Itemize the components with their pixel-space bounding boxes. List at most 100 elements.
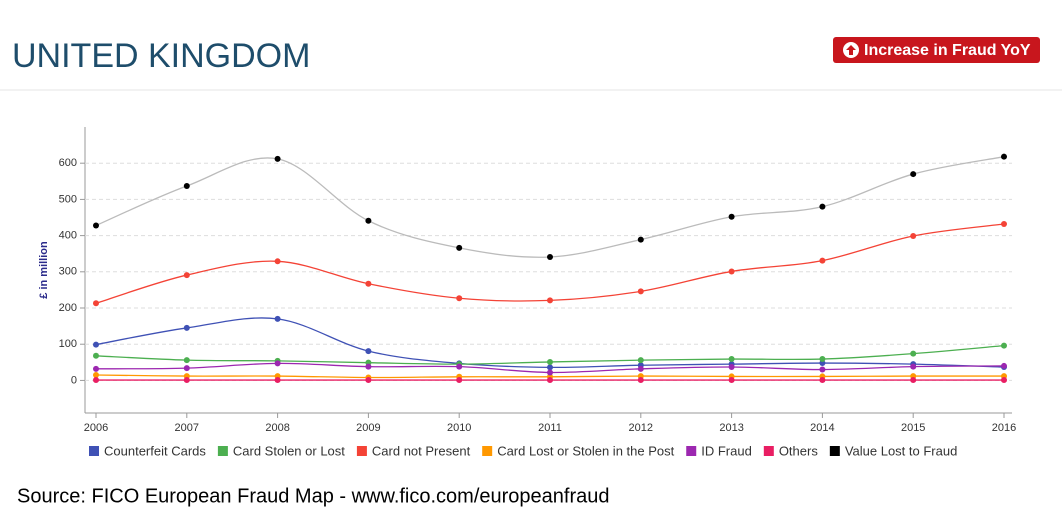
x-tick-label: 2012 [629, 422, 653, 434]
y-tick-label: 0 [71, 374, 77, 386]
data-point [274, 360, 281, 367]
data-point [910, 171, 917, 178]
legend-label: Card Stolen or Lost [233, 443, 345, 458]
x-tick-label: 2014 [810, 422, 834, 434]
legend-swatch [686, 446, 697, 456]
y-axis-label: £ in million [38, 241, 50, 299]
data-point [365, 348, 372, 355]
data-point [274, 315, 281, 322]
data-point [456, 244, 463, 251]
data-point [365, 280, 372, 287]
data-point [547, 253, 553, 260]
data-point [365, 363, 372, 370]
y-tick-label: 400 [59, 230, 77, 242]
data-point [93, 352, 99, 359]
data-point [183, 272, 190, 279]
data-point [93, 377, 99, 384]
data-point [1001, 362, 1007, 369]
data-point [183, 357, 190, 364]
source-note: Source: FICO European Fraud Map - www.fi… [17, 485, 610, 507]
button-icon-arrow[interactable] [846, 45, 856, 55]
data-point [456, 363, 463, 370]
data-point [365, 217, 372, 224]
x-tick-label: 2010 [447, 422, 471, 434]
data-point [910, 232, 917, 239]
legend-label: Card not Present [372, 443, 471, 458]
legend-label: ID Fraud [701, 443, 752, 458]
data-point [1001, 342, 1007, 349]
data-point [728, 268, 735, 275]
data-point [365, 377, 372, 384]
legend-swatch [217, 446, 228, 456]
data-point [637, 288, 644, 295]
x-tick-label: 2013 [719, 422, 743, 434]
data-point [819, 356, 826, 363]
data-point [637, 365, 644, 372]
legend-swatch [89, 446, 99, 456]
data-point [93, 365, 99, 372]
data-point [728, 377, 735, 384]
data-point [728, 213, 735, 220]
data-point [728, 356, 735, 363]
legend-label: Value Lost to Fraud [845, 443, 958, 458]
data-point [547, 377, 553, 384]
data-point [910, 363, 917, 370]
x-tick-label: 2008 [265, 422, 289, 434]
y-tick-label: 500 [59, 193, 77, 205]
data-point [819, 366, 826, 373]
data-point [1001, 377, 1007, 384]
page-title: UNITED KINGDOM [12, 37, 310, 75]
data-point [819, 377, 826, 384]
y-tick-label: 100 [59, 338, 77, 350]
data-point [93, 371, 99, 378]
legend-swatch [829, 446, 840, 456]
data-point [819, 203, 826, 210]
data-point [637, 357, 644, 364]
legend-label: Others [779, 443, 819, 458]
data-point [637, 236, 644, 243]
data-point [183, 365, 190, 372]
data-point [183, 377, 190, 384]
data-point [274, 155, 281, 162]
data-point [183, 183, 190, 190]
x-tick-label: 2011 [538, 422, 562, 434]
x-tick-label: 2009 [356, 422, 380, 434]
data-point [1001, 153, 1007, 160]
data-point [910, 377, 917, 384]
data-point [728, 364, 735, 371]
data-point [456, 377, 463, 384]
data-point [456, 295, 463, 302]
x-tick-label: 2007 [175, 422, 199, 434]
data-point [93, 300, 99, 307]
data-point [819, 257, 826, 264]
legend-label: Counterfeit Cards [104, 443, 206, 458]
data-point [547, 364, 553, 371]
series-line [95, 156, 1005, 258]
legend-label: Card Lost or Stolen in the Post [497, 443, 674, 458]
button-label[interactable]: Increase in Fraud YoY [864, 42, 1031, 59]
y-tick-label: 600 [59, 157, 77, 169]
legend-swatch [356, 446, 367, 456]
legend-swatch [763, 446, 774, 456]
x-tick-label: 2016 [992, 422, 1016, 434]
data-point [93, 222, 99, 229]
data-point [547, 369, 553, 376]
data-point [547, 358, 553, 365]
data-point [93, 341, 99, 348]
button-background[interactable] [833, 37, 1040, 63]
increase-button[interactable]: Increase in Fraud YoY [833, 37, 1040, 63]
y-tick-label: 200 [59, 302, 77, 314]
y-tick-label: 300 [59, 266, 77, 278]
legend-swatch [482, 446, 493, 456]
data-point [547, 297, 553, 304]
data-point [637, 377, 644, 384]
data-point [183, 324, 190, 331]
x-tick-label: 2015 [901, 422, 925, 434]
data-point [274, 258, 281, 265]
x-tick-label: 2006 [84, 422, 108, 434]
data-point [910, 350, 917, 357]
data-point [1001, 221, 1007, 228]
data-point [274, 377, 281, 384]
